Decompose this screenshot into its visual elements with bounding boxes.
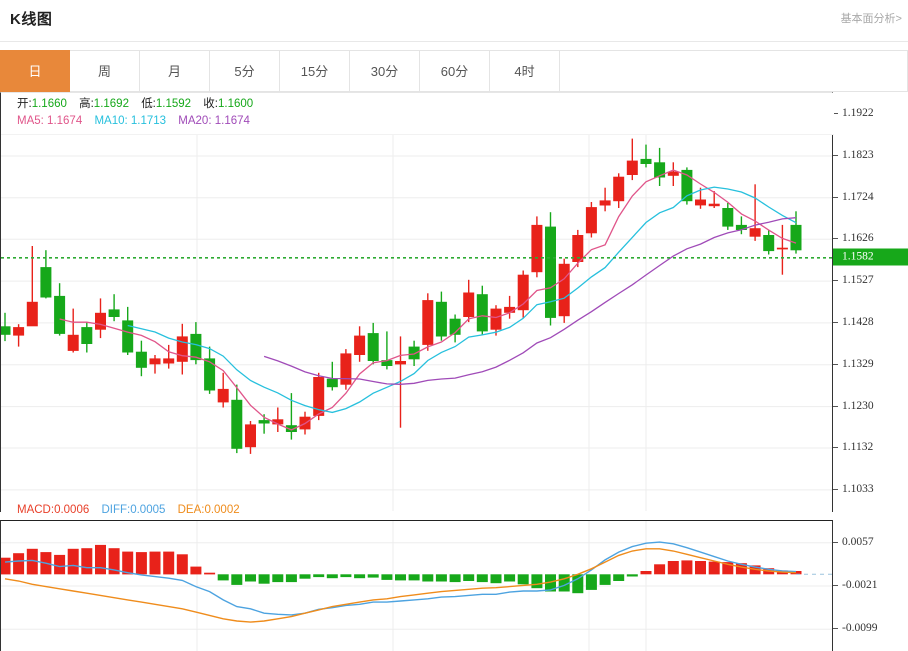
price-chart-pane[interactable]: 开:1.1660 高:1.1692 低:1.1592 收:1.1600 MA5:… bbox=[0, 92, 834, 512]
tab-day[interactable]: 日 bbox=[0, 50, 70, 92]
tab-5min[interactable]: 5分 bbox=[210, 50, 280, 92]
diff-value: 0.0005 bbox=[130, 504, 166, 516]
macd-label: MACD: bbox=[17, 504, 55, 516]
price-axis-label: 1.1132 bbox=[842, 441, 874, 454]
ma10-label: MA10: bbox=[94, 115, 128, 127]
open-label: 开: bbox=[17, 98, 32, 110]
tab-60min[interactable]: 60分 bbox=[420, 50, 490, 92]
macd-axis-label: -0.0099 bbox=[842, 622, 878, 635]
price-axis-tick bbox=[833, 488, 838, 490]
candlestick-svg bbox=[1, 93, 832, 511]
high-value: 1.1692 bbox=[93, 98, 129, 110]
tab-week[interactable]: 周 bbox=[70, 50, 140, 92]
price-axis-label: 1.1823 bbox=[842, 148, 874, 161]
price-axis-tick bbox=[833, 154, 838, 156]
low-value: 1.1592 bbox=[155, 98, 192, 110]
macd-axis-tick bbox=[833, 628, 838, 630]
price-axis-tick bbox=[833, 405, 838, 407]
tab-30min[interactable]: 30分 bbox=[350, 50, 420, 92]
macd-chart-pane[interactable]: MACD:0.0006 DIFF:0.0005 DEA:0.0002 bbox=[0, 504, 833, 651]
ma10-value: 1.1713 bbox=[130, 115, 167, 127]
price-axis-label: 1.1033 bbox=[842, 482, 874, 495]
price-axis-tick bbox=[833, 238, 838, 240]
price-axis-label: 1.1428 bbox=[842, 315, 874, 328]
price-axis-label: 1.1724 bbox=[842, 190, 874, 203]
ma20-value: 1.1674 bbox=[214, 115, 250, 127]
page-header: K线图 基本面分析> bbox=[0, 0, 908, 42]
current-price-value: 1.1582 bbox=[842, 250, 874, 263]
chart-container: 开:1.1660 高:1.1692 低:1.1592 收:1.1600 MA5:… bbox=[0, 92, 908, 651]
high-label: 高: bbox=[79, 98, 94, 110]
macd-value: 0.0006 bbox=[54, 504, 90, 516]
price-axis-label: 1.1230 bbox=[842, 399, 874, 412]
price-axis-tick bbox=[833, 363, 838, 365]
dea-value: 0.0002 bbox=[204, 504, 240, 516]
price-axis-label: 1.1922 bbox=[842, 107, 874, 120]
ma-row: MA5: 1.1674 MA10: 1.1713 MA20: 1.1674 bbox=[17, 113, 834, 130]
dea-label: DEA: bbox=[177, 504, 205, 516]
price-axis-tick bbox=[833, 447, 838, 449]
macd-axis: 0.0057 -0.0021 -0.0099 bbox=[833, 520, 908, 651]
close-value: 1.1600 bbox=[217, 98, 254, 110]
price-axis: 1.1922 1.1823 1.1724 1.1626 1.1527 1.1428 1.13… bbox=[833, 92, 908, 512]
diff-label: DIFF: bbox=[101, 504, 131, 516]
fundamental-analysis-link[interactable]: 基本面分析> bbox=[840, 13, 902, 25]
current-price-badge: 1.1582 bbox=[833, 248, 908, 266]
tabbar-filler bbox=[560, 50, 908, 92]
ma5-label: MA5: bbox=[17, 115, 44, 127]
price-axis-tick bbox=[833, 321, 838, 323]
macd-axis-label: -0.0021 bbox=[842, 579, 878, 591]
macd-svg bbox=[1, 521, 832, 651]
price-axis-tick bbox=[833, 280, 838, 282]
low-label: 低: bbox=[141, 98, 156, 110]
open-value: 1.1660 bbox=[31, 98, 67, 110]
macd-axis-tick bbox=[833, 585, 838, 586]
ohlc-row: 开:1.1660 高:1.1692 低:1.1592 收:1.1600 bbox=[17, 96, 834, 113]
tab-4hour[interactable]: 4时 bbox=[490, 50, 560, 92]
tab-month[interactable]: 月 bbox=[140, 50, 210, 92]
macd-axis-label: 0.0057 bbox=[842, 535, 874, 548]
page-title: K线图 bbox=[10, 11, 53, 28]
close-label: 收: bbox=[203, 98, 218, 110]
ma20-label: MA20: bbox=[178, 115, 212, 127]
price-axis-label: 1.1626 bbox=[842, 232, 874, 245]
price-axis-tick bbox=[833, 196, 838, 198]
macd-axis-tick bbox=[833, 541, 838, 543]
price-axis-tick bbox=[833, 113, 838, 115]
macd-legend: MACD:0.0006 DIFF:0.0005 DEA:0.0002 bbox=[17, 504, 240, 516]
tab-15min[interactable]: 15分 bbox=[280, 50, 350, 92]
ma5-value: 1.1674 bbox=[47, 115, 83, 127]
price-axis-label: 1.1527 bbox=[842, 274, 874, 287]
price-axis-label: 1.1329 bbox=[842, 357, 874, 370]
price-legend: 开:1.1660 高:1.1692 低:1.1592 收:1.1600 MA5:… bbox=[1, 93, 834, 135]
timeframe-tabbar: 日 周 月 5分 15分 30分 60分 4时 bbox=[0, 50, 908, 92]
